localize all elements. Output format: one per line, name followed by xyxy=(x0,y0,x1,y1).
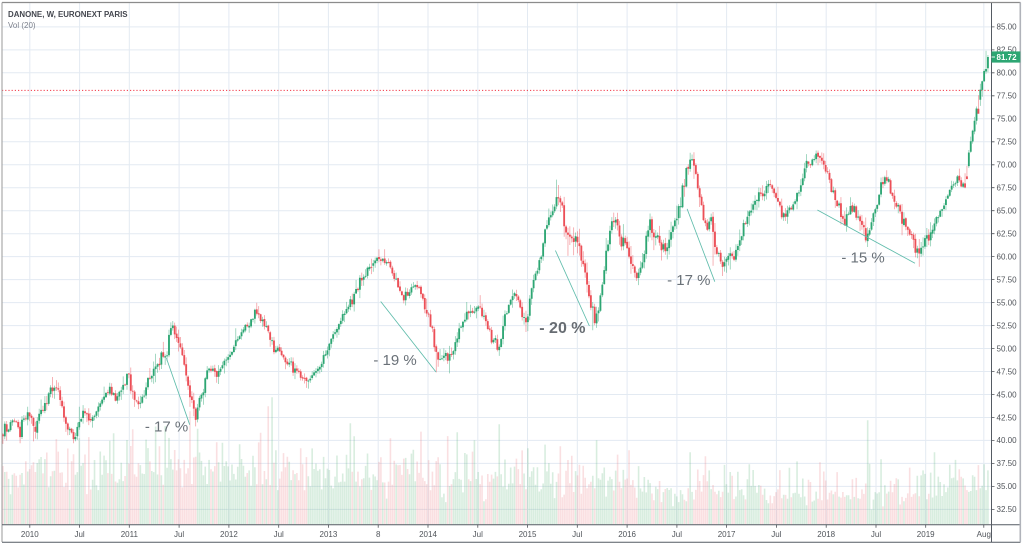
svg-text:2019: 2019 xyxy=(917,530,935,539)
svg-text:- 17 %: - 17 % xyxy=(145,419,188,436)
svg-text:32.50: 32.50 xyxy=(997,505,1018,514)
svg-text:40.00: 40.00 xyxy=(997,436,1018,445)
svg-text:77.50: 77.50 xyxy=(997,92,1018,101)
svg-text:75.00: 75.00 xyxy=(997,115,1018,124)
svg-text:60.00: 60.00 xyxy=(997,252,1018,261)
svg-text:2010: 2010 xyxy=(21,530,39,539)
svg-text:- 19 %: - 19 % xyxy=(373,352,416,369)
svg-text:Jul: Jul xyxy=(473,530,483,539)
svg-text:82.50: 82.50 xyxy=(997,46,1018,55)
svg-text:37.50: 37.50 xyxy=(997,459,1018,468)
svg-text:Jul: Jul xyxy=(672,530,682,539)
svg-text:Jul: Jul xyxy=(871,530,881,539)
svg-text:67.50: 67.50 xyxy=(997,184,1018,193)
svg-text:2017: 2017 xyxy=(718,530,736,539)
svg-text:- 15 %: - 15 % xyxy=(841,250,884,267)
svg-text:55.00: 55.00 xyxy=(997,298,1018,307)
svg-text:Jul: Jul xyxy=(174,530,184,539)
svg-text:Jul: Jul xyxy=(274,530,284,539)
svg-text:2014: 2014 xyxy=(419,530,437,539)
svg-text:- 17 %: - 17 % xyxy=(667,272,710,289)
svg-text:72.50: 72.50 xyxy=(997,138,1018,147)
svg-text:Jul: Jul xyxy=(771,530,781,539)
svg-text:45.00: 45.00 xyxy=(997,390,1018,399)
svg-text:50.00: 50.00 xyxy=(997,344,1018,353)
svg-text:70.00: 70.00 xyxy=(997,161,1018,170)
svg-text:DANONE, W, EURONEXT PARIS: DANONE, W, EURONEXT PARIS xyxy=(8,10,128,19)
svg-text:80.00: 80.00 xyxy=(997,69,1018,78)
svg-text:- 20 %: - 20 % xyxy=(539,320,585,337)
svg-text:65.00: 65.00 xyxy=(997,207,1018,216)
svg-text:57.50: 57.50 xyxy=(997,275,1018,284)
svg-text:2015: 2015 xyxy=(519,530,537,539)
svg-text:2018: 2018 xyxy=(817,530,835,539)
svg-text:81.72: 81.72 xyxy=(997,53,1018,62)
svg-text:2011: 2011 xyxy=(121,530,139,539)
svg-text:62.50: 62.50 xyxy=(997,230,1018,239)
svg-text:Jul: Jul xyxy=(74,530,84,539)
svg-text:8: 8 xyxy=(376,530,381,539)
svg-text:Jul: Jul xyxy=(572,530,582,539)
svg-text:47.50: 47.50 xyxy=(997,367,1018,376)
svg-text:35.00: 35.00 xyxy=(997,482,1018,491)
svg-text:52.50: 52.50 xyxy=(997,321,1018,330)
svg-text:Aug: Aug xyxy=(977,530,991,539)
svg-text:2013: 2013 xyxy=(320,530,338,539)
svg-text:85.00: 85.00 xyxy=(997,23,1018,32)
svg-text:2016: 2016 xyxy=(618,530,636,539)
svg-text:Vol (20): Vol (20) xyxy=(8,21,36,30)
svg-text:2012: 2012 xyxy=(220,530,238,539)
svg-text:42.50: 42.50 xyxy=(997,413,1018,422)
